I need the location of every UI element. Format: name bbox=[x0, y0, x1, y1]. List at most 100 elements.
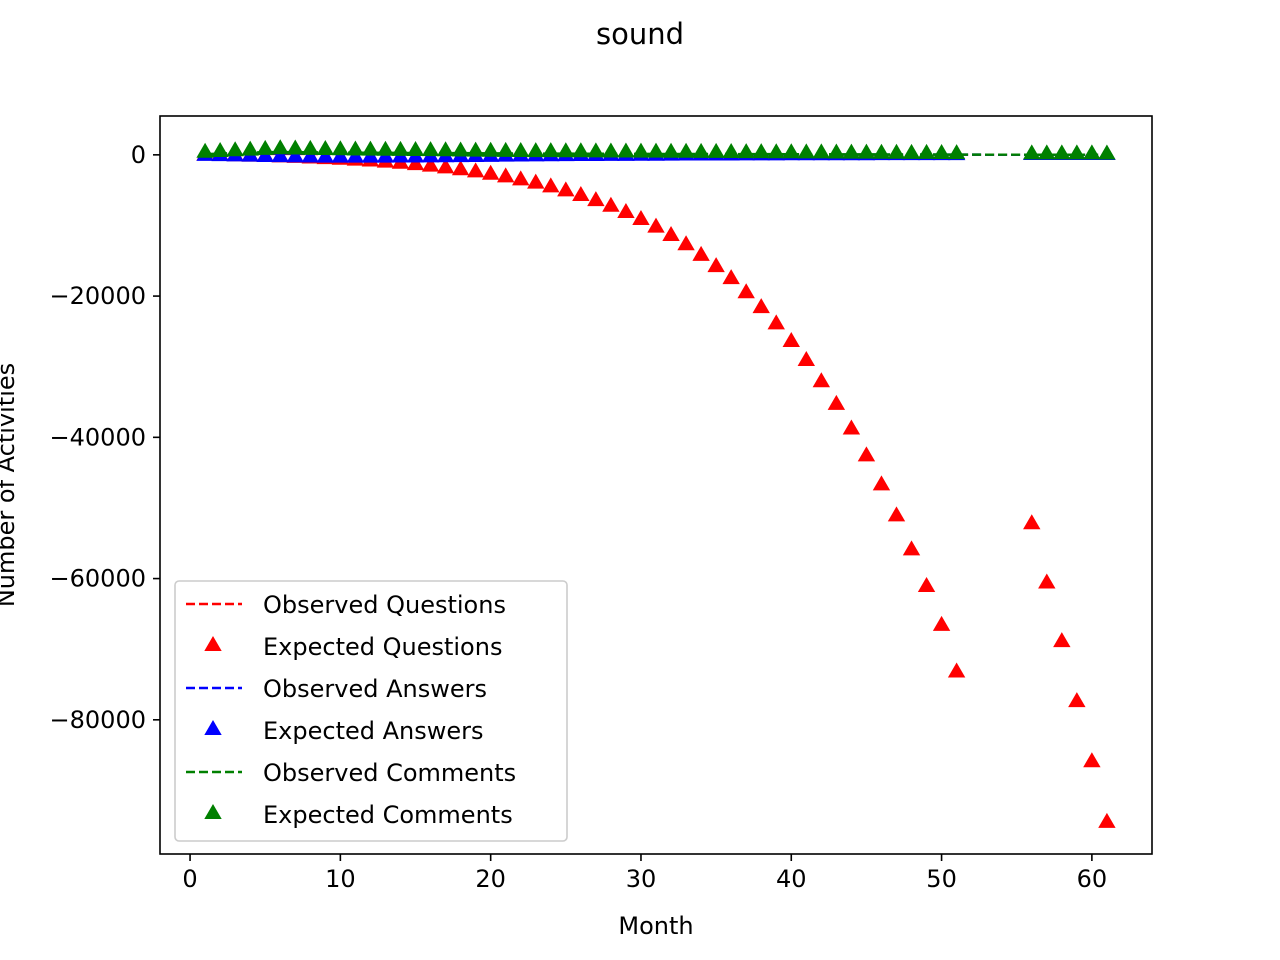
expected-comments-point bbox=[722, 143, 740, 159]
expected-questions-point bbox=[481, 164, 500, 180]
expected-comments-point bbox=[512, 142, 530, 158]
expected-comments-point bbox=[256, 139, 274, 155]
expected-answers-legend-swatch bbox=[204, 720, 222, 735]
expected-comments-point bbox=[692, 142, 710, 158]
expected-questions-point bbox=[797, 351, 816, 367]
expected-comments-point bbox=[421, 141, 440, 157]
expected-comments-point bbox=[827, 143, 846, 159]
expected-comments-point bbox=[1053, 144, 1071, 160]
expected-comments-point bbox=[527, 142, 545, 158]
expected-questions-point bbox=[812, 372, 831, 388]
expected-answers-point bbox=[316, 147, 335, 163]
expected-comments-point bbox=[932, 143, 951, 159]
expected-questions-point bbox=[677, 235, 695, 251]
expected-comments-point bbox=[301, 139, 320, 155]
expected-comments-point bbox=[226, 141, 244, 157]
plot-area bbox=[196, 139, 1116, 828]
expected-comments-point bbox=[1023, 144, 1041, 160]
x-tick-label: 60 bbox=[1077, 865, 1108, 893]
expected-comments-point bbox=[752, 143, 770, 159]
expected-comments-point bbox=[466, 141, 485, 157]
expected-comments-point bbox=[1083, 144, 1101, 160]
observed-answers-legend-label: Observed Answers bbox=[263, 675, 487, 703]
expected-comments-point bbox=[376, 140, 395, 156]
observed-comments-legend-label: Observed Comments bbox=[263, 759, 516, 787]
expected-questions-point bbox=[1068, 692, 1086, 708]
expected-questions-point bbox=[602, 196, 620, 212]
expected-comments-point bbox=[902, 143, 921, 159]
expected-answers-point bbox=[286, 147, 304, 163]
expected-questions-point bbox=[587, 191, 605, 207]
expected-comments-point bbox=[316, 140, 335, 156]
expected-comments-point bbox=[842, 143, 861, 159]
x-tick-label: 10 bbox=[325, 865, 356, 893]
expected-questions-point bbox=[902, 540, 921, 556]
expected-questions-point bbox=[857, 446, 876, 462]
expected-questions-point bbox=[512, 170, 530, 186]
y-tick-label: −80000 bbox=[50, 706, 146, 734]
expected-questions-point bbox=[557, 181, 575, 197]
expected-comments-point bbox=[707, 142, 725, 158]
expected-questions-point bbox=[782, 331, 800, 347]
expected-questions-point bbox=[707, 257, 725, 273]
expected-comments-point bbox=[767, 143, 785, 159]
x-tick-label: 0 bbox=[182, 865, 197, 893]
expected-comments-point bbox=[677, 142, 695, 158]
y-tick-label: −20000 bbox=[50, 282, 146, 310]
expected-answers-point bbox=[301, 147, 320, 163]
expected-comments-point bbox=[331, 140, 350, 156]
expected-comments-point bbox=[241, 140, 259, 156]
expected-comments-point bbox=[406, 141, 425, 157]
expected-comments-point bbox=[496, 141, 515, 157]
expected-comments-point bbox=[542, 142, 560, 158]
expected-comments-point bbox=[872, 143, 891, 159]
legend-frame bbox=[174, 580, 568, 842]
expected-comments-point bbox=[812, 143, 831, 159]
expected-questions-point bbox=[917, 577, 936, 593]
x-tick-label: 50 bbox=[926, 865, 957, 893]
expected-questions-point bbox=[737, 283, 755, 299]
expected-questions-point bbox=[767, 314, 785, 330]
expected-comments-point bbox=[481, 141, 500, 157]
expected-questions-point bbox=[451, 160, 470, 176]
expected-comments-point bbox=[572, 142, 590, 158]
legend: Observed Questions Expected Questions Obse… bbox=[174, 580, 568, 842]
expected-questions-point bbox=[692, 245, 710, 261]
expected-questions-point bbox=[872, 475, 891, 491]
expected-questions-legend-label: Expected Questions bbox=[263, 633, 502, 661]
x-tick-label: 30 bbox=[626, 865, 657, 893]
expected-questions-point bbox=[827, 394, 846, 410]
expected-questions-point bbox=[527, 173, 545, 189]
expected-comments-point bbox=[797, 143, 816, 159]
expected-questions-point bbox=[406, 155, 425, 171]
x-tick-label: 20 bbox=[475, 865, 506, 893]
expected-questions-point bbox=[1023, 514, 1041, 530]
expected-comments-legend-swatch bbox=[204, 804, 222, 819]
expected-questions-point bbox=[617, 203, 635, 219]
expected-comments-point bbox=[857, 143, 876, 159]
expected-comments-point bbox=[917, 143, 936, 159]
expected-questions-point bbox=[466, 162, 485, 178]
expected-questions-point bbox=[632, 209, 650, 225]
observed-questions-legend-label: Observed Questions bbox=[263, 591, 506, 619]
expected-questions-point bbox=[542, 177, 560, 193]
expected-comments-point bbox=[587, 142, 605, 158]
expected-comments-point bbox=[617, 142, 635, 158]
expected-questions-point bbox=[421, 156, 440, 172]
expected-comments-point bbox=[346, 140, 365, 156]
expected-questions-point bbox=[662, 226, 680, 242]
expected-comments-point bbox=[271, 139, 289, 155]
expected-comments-point bbox=[361, 140, 380, 156]
expected-comments-point bbox=[947, 144, 966, 160]
y-tick-label: 0 bbox=[131, 141, 146, 169]
expected-comments-point bbox=[1098, 144, 1116, 160]
expected-questions-point bbox=[947, 662, 966, 678]
axis-ticks: 0 10 20 30 40 50 60 0 −20000 −40000 −60000 −80000 bbox=[50, 141, 1108, 893]
expected-questions-point bbox=[752, 298, 770, 314]
expected-questions-point bbox=[572, 186, 590, 202]
expected-comments-point bbox=[196, 142, 214, 158]
x-tick-label: 40 bbox=[776, 865, 807, 893]
expected-questions-point bbox=[1083, 752, 1101, 768]
expected-comments-point bbox=[557, 142, 575, 158]
